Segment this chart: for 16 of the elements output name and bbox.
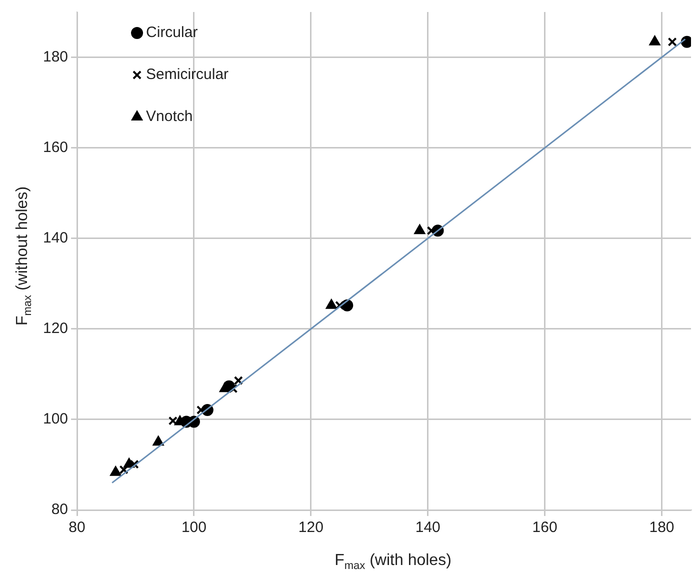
legend-label: Vnotch xyxy=(146,108,193,126)
y-tick-label: 180 xyxy=(42,48,68,66)
y-tick-label: 100 xyxy=(42,410,68,428)
x-tick-label: 80 xyxy=(68,519,86,536)
x-tick-label: 120 xyxy=(298,519,324,536)
x-tick-label: 100 xyxy=(181,519,206,536)
y-tick-label: 160 xyxy=(42,138,68,156)
y-tick-label: 120 xyxy=(42,320,68,338)
y-tick-label: 140 xyxy=(42,230,68,247)
legend-label: Semicircular xyxy=(146,66,229,84)
x-tick-label: 180 xyxy=(649,519,674,536)
x-tick-label: 160 xyxy=(532,519,558,536)
x-axis-title: F$_{max}$ (with holes) xyxy=(334,552,452,572)
y-tick-label: 80 xyxy=(51,501,68,518)
legend-label: Circular xyxy=(146,24,198,42)
x-tick-label: 140 xyxy=(415,519,440,536)
